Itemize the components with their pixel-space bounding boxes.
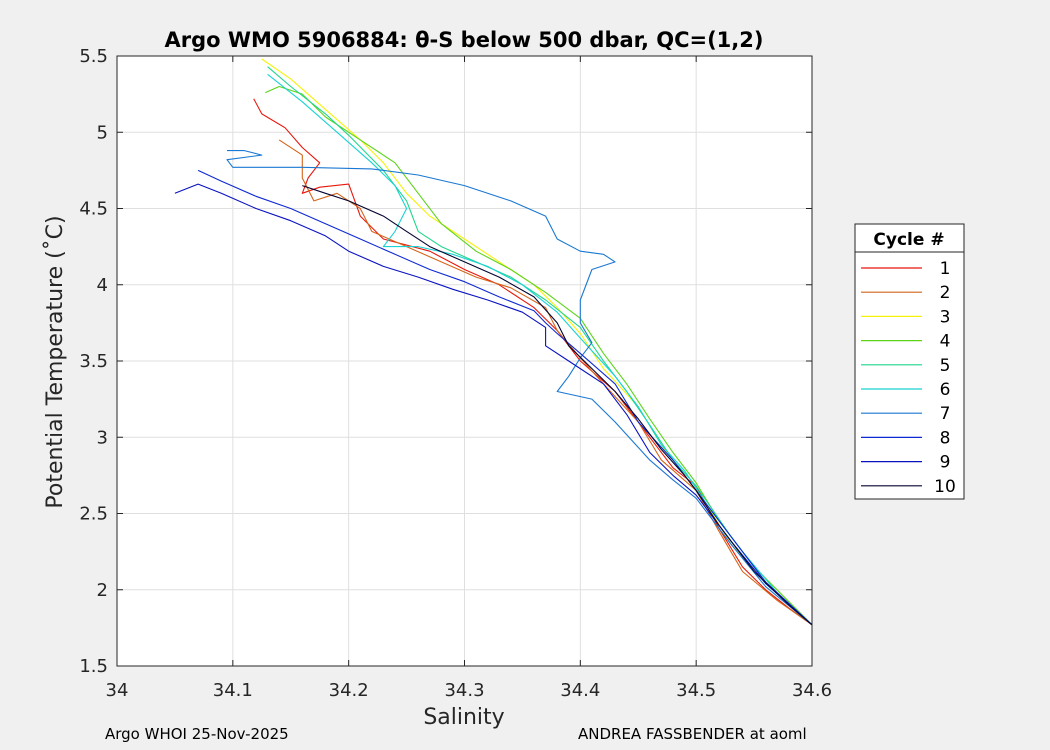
y-tick-label: 3 [97,427,108,448]
legend-box [854,223,965,500]
x-axis-title: Salinity [423,705,504,730]
y-tick-label: 4 [97,275,108,296]
series-line-cycle-4 [265,85,813,626]
chart-title: Argo WMO 5906884: θ-S below 500 dbar, QC… [165,28,764,52]
series-line-cycle-10 [302,185,813,626]
y-tick-label: 5 [97,122,108,143]
x-tick-label: 34.4 [560,680,600,701]
y-tick-label: 3.5 [79,351,108,372]
y-tick-label: 5.5 [79,46,108,67]
x-tick-label: 34.1 [213,680,253,701]
x-tick-label: 34.3 [444,680,484,701]
legend-label-cycle-5: 5 [940,356,951,376]
legend-label-cycle-3: 3 [940,307,951,327]
series-lines [174,58,813,626]
legend-label-cycle-10: 10 [934,477,956,497]
x-tick-label: 34 [106,680,129,701]
x-tick-label: 34.6 [792,680,832,701]
legend-label-cycle-8: 8 [940,428,951,448]
y-tick-label: 1.5 [79,656,108,677]
series-line-cycle-1 [253,98,813,626]
x-tick-labels: 34 34.1 34.2 34.3 34.4 34.5 34.6 [106,680,832,701]
axes [116,55,813,667]
legend-label-cycle-7: 7 [940,404,951,424]
legend-label-cycle-2: 2 [940,283,951,303]
legend: Cycle # 1 2 3 4 5 6 7 8 9 10 [854,223,965,500]
y-tick-labels: 1.5 2 2.5 3 3.5 4 4.5 5 5.5 [79,46,108,677]
footer-left: Argo WHOI 25-Nov-2025 [105,725,289,743]
y-tick-label: 2.5 [79,504,108,525]
x-tick-label: 34.2 [329,680,369,701]
legend-label-cycle-6: 6 [940,380,951,400]
series-line-cycle-7 [226,150,813,626]
y-tick-label: 2 [97,580,108,601]
y-tick-label: 4.5 [79,199,108,220]
series-line-cycle-9 [174,183,813,626]
x-tick-label: 34.5 [676,680,716,701]
y-axis-title: Potential Temperature (˚C) [43,215,68,508]
legend-label-cycle-1: 1 [940,259,951,279]
legend-label-cycle-4: 4 [940,332,951,352]
footer-right: ANDREA FASSBENDER at aoml [578,725,807,743]
legend-title: Cycle # [873,230,944,250]
legend-label-cycle-9: 9 [940,453,951,473]
series-line-cycle-6 [267,73,813,626]
